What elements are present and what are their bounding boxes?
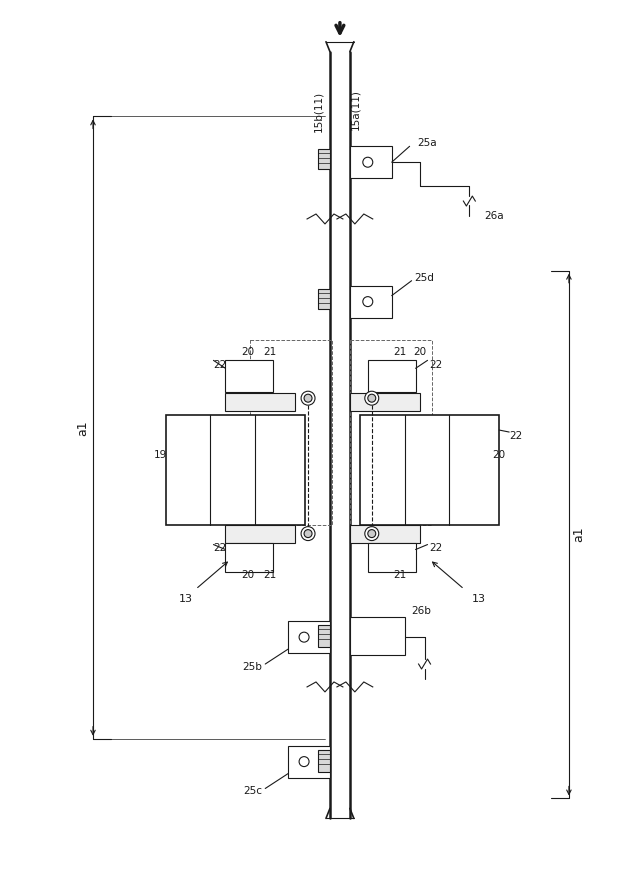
Text: 22: 22 bbox=[214, 543, 227, 552]
Circle shape bbox=[363, 157, 372, 167]
Text: 22: 22 bbox=[214, 361, 227, 370]
Circle shape bbox=[301, 527, 315, 541]
Bar bbox=[350, 393, 420, 411]
Circle shape bbox=[368, 394, 376, 402]
Text: 22: 22 bbox=[429, 543, 443, 552]
Text: 15a(11): 15a(11) bbox=[350, 89, 360, 130]
Text: 21: 21 bbox=[393, 570, 406, 581]
Text: 15b(11): 15b(11) bbox=[313, 91, 323, 132]
Bar bbox=[318, 625, 330, 647]
Text: 20: 20 bbox=[242, 570, 255, 581]
Text: 26b: 26b bbox=[412, 606, 431, 616]
Bar bbox=[225, 393, 295, 411]
Text: 26a: 26a bbox=[484, 211, 504, 221]
Circle shape bbox=[368, 530, 376, 537]
Text: 25a: 25a bbox=[417, 138, 437, 149]
Text: 25b: 25b bbox=[243, 662, 262, 672]
Bar bbox=[288, 621, 330, 653]
Text: a1: a1 bbox=[77, 420, 90, 436]
Bar bbox=[225, 543, 273, 573]
Bar bbox=[360, 415, 499, 524]
Bar bbox=[225, 524, 295, 543]
Circle shape bbox=[301, 392, 315, 405]
Text: 25c: 25c bbox=[243, 787, 262, 796]
Bar bbox=[350, 617, 404, 655]
Circle shape bbox=[304, 394, 312, 402]
Circle shape bbox=[365, 527, 379, 541]
Text: 20: 20 bbox=[242, 347, 255, 357]
Bar bbox=[350, 340, 431, 524]
Text: 25d: 25d bbox=[415, 273, 435, 283]
Text: 21: 21 bbox=[264, 347, 277, 357]
Text: 21: 21 bbox=[393, 347, 406, 357]
Bar bbox=[318, 289, 330, 309]
Circle shape bbox=[299, 632, 309, 642]
Bar bbox=[350, 524, 420, 543]
Text: 22: 22 bbox=[509, 431, 522, 441]
Bar bbox=[350, 146, 392, 179]
Circle shape bbox=[304, 530, 312, 537]
Circle shape bbox=[365, 392, 379, 405]
Text: 22: 22 bbox=[429, 361, 443, 370]
Bar bbox=[368, 361, 415, 392]
Text: 20: 20 bbox=[413, 347, 426, 357]
Bar bbox=[166, 415, 305, 524]
Bar bbox=[350, 286, 392, 317]
Bar bbox=[318, 750, 330, 772]
Circle shape bbox=[299, 757, 309, 766]
Text: 21: 21 bbox=[264, 570, 277, 581]
Text: 20: 20 bbox=[493, 450, 506, 460]
Circle shape bbox=[363, 297, 372, 307]
Bar bbox=[288, 746, 330, 778]
Text: 13: 13 bbox=[472, 594, 486, 605]
Text: a1: a1 bbox=[572, 527, 586, 543]
Bar bbox=[250, 340, 332, 524]
Bar bbox=[225, 361, 273, 392]
Text: 13: 13 bbox=[179, 594, 193, 605]
Bar bbox=[318, 149, 330, 169]
Text: 19: 19 bbox=[154, 450, 167, 460]
Bar bbox=[368, 543, 415, 573]
